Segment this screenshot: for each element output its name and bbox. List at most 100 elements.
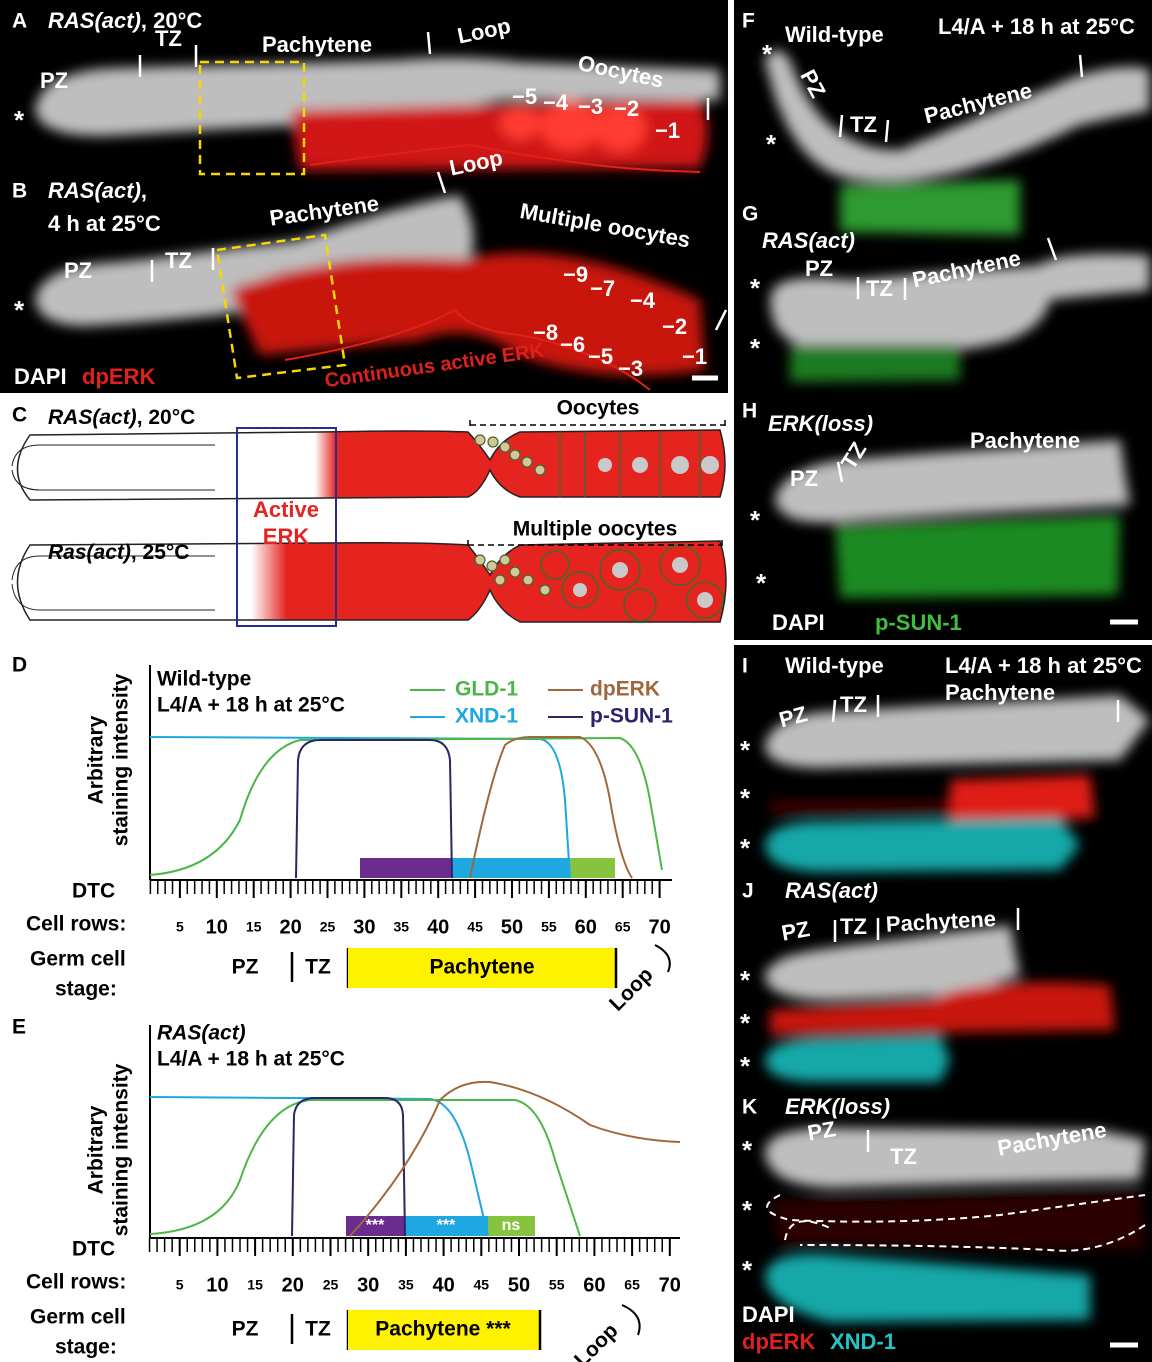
heading-part: Ras(act): [48, 541, 131, 564]
heading: RAS(act),: [48, 178, 147, 203]
label: *: [740, 1008, 751, 1038]
label: PZ: [64, 258, 92, 283]
label: 25: [320, 919, 336, 935]
label: PZ: [780, 916, 812, 946]
label: 65: [624, 1277, 640, 1293]
label: 4 h at 25°C: [48, 211, 161, 236]
label: DAPI: [742, 1302, 795, 1327]
label: 70: [648, 916, 670, 938]
label: ERK(loss): [768, 411, 873, 436]
label: Pachytene: [429, 956, 534, 979]
label: Cell rows:: [26, 913, 126, 936]
label: dpERK: [742, 1329, 815, 1354]
label: J: [742, 880, 754, 903]
heading: RAS(act), 20°C: [48, 406, 195, 429]
label: PZ: [806, 1116, 838, 1146]
heading-part: RAS(act): [48, 406, 137, 429]
label: PZ: [790, 466, 818, 491]
heading-part: RAS(act): [48, 8, 141, 33]
label: *: [740, 1051, 751, 1081]
label: 70: [659, 1274, 681, 1296]
label: Oocytes: [557, 397, 640, 420]
label: TZ: [305, 956, 331, 979]
label: dpERK: [590, 678, 660, 701]
heading: Ras(act), 25°C: [48, 541, 189, 564]
label: 15: [247, 1277, 263, 1293]
label: 5: [176, 919, 184, 935]
label: TZ: [840, 692, 867, 717]
label: 45: [467, 919, 483, 935]
label: *: [750, 333, 761, 363]
label: *: [750, 505, 761, 535]
label: *: [740, 735, 751, 765]
label: Pachytene: [262, 32, 372, 57]
heading-part: , 25°C: [131, 541, 190, 564]
label: L4/A + 18 h at 25°C: [938, 14, 1135, 39]
label: 10: [206, 1274, 228, 1296]
label: RAS(act): [157, 1022, 246, 1045]
label: −4: [543, 90, 569, 115]
label: −1: [682, 344, 707, 369]
label: G: [742, 203, 758, 226]
label: −6: [560, 332, 585, 357]
label: *: [14, 105, 25, 135]
label: F: [742, 10, 755, 33]
label: ERK: [263, 524, 310, 549]
label: 35: [394, 919, 410, 935]
label: Loop: [570, 1319, 623, 1362]
label: Wild-type: [157, 668, 251, 691]
label: −3: [578, 94, 603, 119]
label: 40: [427, 916, 449, 938]
label: *: [740, 965, 751, 995]
label: −1: [655, 118, 680, 143]
label: p-SUN-1: [590, 705, 673, 728]
label: PZ: [232, 956, 259, 979]
label: D: [12, 654, 27, 677]
label: Germ cell: [30, 948, 126, 971]
label: −7: [590, 276, 615, 301]
label: *: [742, 1195, 753, 1225]
label: 30: [357, 1274, 379, 1296]
label: Multiple oocytes: [513, 518, 678, 541]
label: −5: [588, 344, 613, 369]
label: −2: [614, 96, 639, 121]
heading-part: RAS(act): [48, 178, 141, 203]
label: DTC: [72, 1238, 115, 1261]
label: A: [12, 10, 27, 33]
label: ns: [502, 1217, 521, 1234]
label: L4/A + 18 h at 25°C: [157, 694, 345, 717]
label: I: [742, 655, 748, 678]
label: TZ: [155, 26, 182, 51]
label: 50: [508, 1274, 530, 1296]
label: staining intensity: [110, 673, 133, 846]
label: C: [12, 404, 27, 427]
label: *: [762, 39, 773, 69]
label: ***: [437, 1217, 456, 1234]
label: RAS(act): [762, 228, 855, 253]
label: *: [750, 273, 761, 303]
heading-part: , 20°C: [137, 406, 196, 429]
label: K: [742, 1096, 757, 1119]
label: PZ: [232, 1318, 259, 1341]
label: 15: [246, 919, 262, 935]
label: B: [12, 180, 27, 203]
label: 55: [549, 1277, 565, 1293]
label: 5: [176, 1277, 184, 1293]
label: −5: [512, 84, 537, 109]
label: ***: [366, 1217, 385, 1234]
label: Wild-type: [785, 653, 884, 678]
label: 55: [541, 919, 557, 935]
label: −2: [662, 314, 687, 339]
label: *: [740, 783, 751, 813]
label: *: [756, 568, 767, 598]
label: DTC: [72, 880, 115, 903]
label: *: [766, 129, 777, 159]
label: *: [742, 1135, 753, 1165]
label: Arbitrary: [85, 1105, 108, 1194]
label: Pachytene ***: [375, 1318, 511, 1341]
label: ERK(loss): [785, 1094, 890, 1119]
label: 65: [615, 919, 631, 935]
label: XND-1: [455, 705, 518, 728]
label: DAPI: [14, 364, 67, 389]
label: stage:: [55, 1336, 117, 1359]
